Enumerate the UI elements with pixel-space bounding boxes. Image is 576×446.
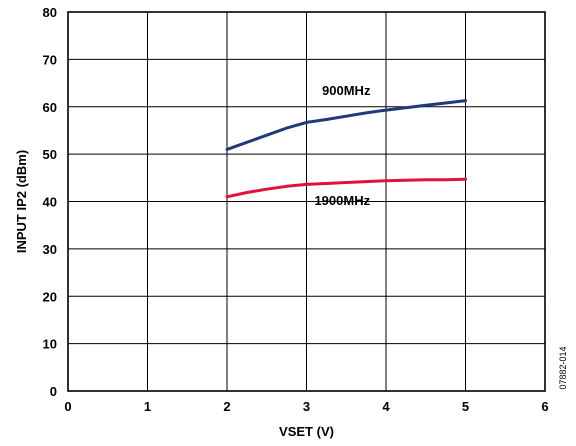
- x-tick-label: 0: [64, 399, 71, 414]
- y-axis-title: INPUT IP2 (dBm): [14, 150, 29, 253]
- series-line-1900mhz: [225, 177, 467, 199]
- y-tick-label: 70: [43, 52, 57, 67]
- y-tick-label: 0: [50, 384, 57, 399]
- series-layer: [225, 99, 467, 199]
- grid: [67, 11, 546, 392]
- x-tick-label: 6: [541, 399, 548, 414]
- y-tick-label: 50: [43, 147, 57, 162]
- x-axis-title: VSET (V): [279, 424, 334, 439]
- series-label-900mhz: 900MHz: [322, 83, 371, 98]
- series-line-900mhz: [225, 99, 467, 151]
- plot-frame: [67, 11, 546, 392]
- series-labels: 900MHz 1900MHz: [314, 83, 370, 208]
- x-tick-label: 4: [382, 399, 390, 414]
- x-tick-label: 5: [462, 399, 469, 414]
- y-tick-label: 30: [43, 242, 57, 257]
- x-tick-label: 2: [223, 399, 230, 414]
- y-tick-label: 80: [43, 5, 57, 20]
- figure-id: 07882-014: [558, 346, 568, 389]
- y-tick-label: 20: [43, 289, 57, 304]
- series-label-1900mhz: 1900MHz: [314, 193, 370, 208]
- x-tick-label: 3: [303, 399, 310, 414]
- y-tick-label: 60: [43, 100, 57, 115]
- y-tick-label: 10: [43, 337, 57, 352]
- y-tick-label: 40: [43, 195, 57, 210]
- x-tick-label: 1: [144, 399, 151, 414]
